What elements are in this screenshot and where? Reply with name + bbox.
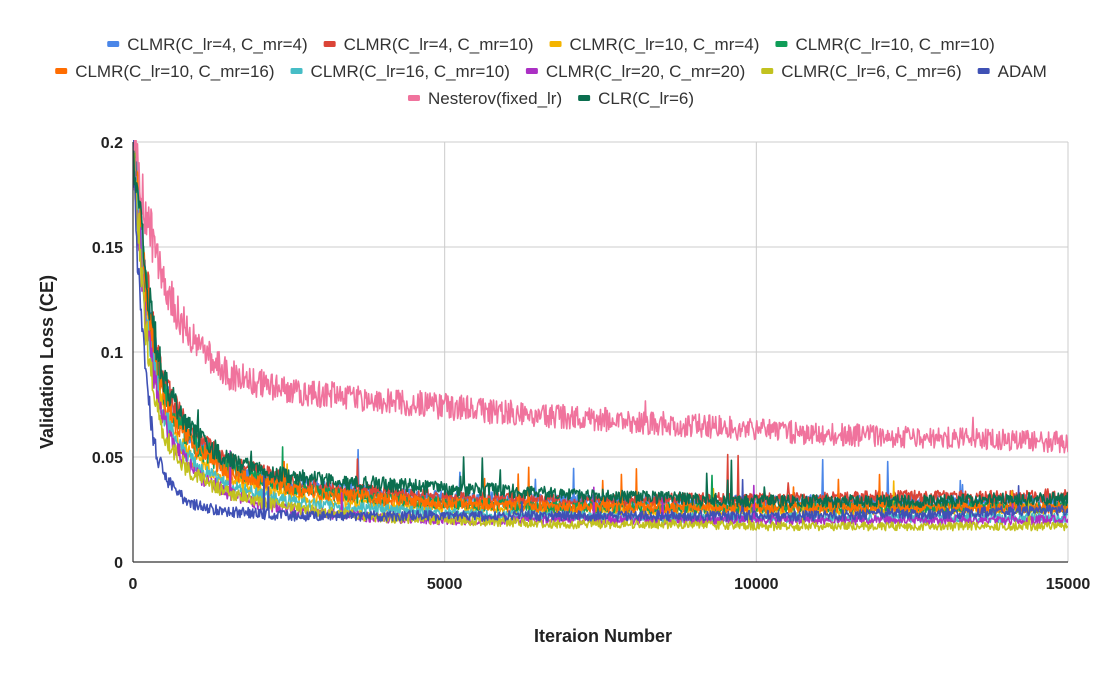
y-axis-title: Validation Loss (CE) [37, 275, 57, 449]
y-tick-label: 0.1 [101, 345, 123, 362]
legend-label: Nesterov(fixed_lr) [428, 89, 562, 108]
y-tick-label: 0.2 [101, 135, 123, 152]
legend-swatch [549, 41, 562, 47]
series-line-5 [133, 140, 1068, 515]
legend-swatch [525, 68, 538, 74]
legend-label: CLMR(C_lr=10, C_mr=4) [570, 35, 760, 54]
legend-swatch [55, 68, 68, 74]
y-tick-label: 0.15 [92, 240, 123, 257]
y-tick-label: 0 [114, 555, 123, 572]
series-line-6 [133, 140, 1068, 524]
legend-label: CLMR(C_lr=4, C_mr=10) [344, 35, 534, 54]
legend-label: ADAM [998, 62, 1047, 81]
x-tick-label: 10000 [734, 576, 779, 593]
legend-label: CLMR(C_lr=10, C_mr=16) [75, 62, 274, 81]
x-axis-title: Iteraion Number [534, 626, 672, 646]
legend: CLMR(C_lr=4, C_mr=4) CLMR(C_lr=4, C_mr=10… [55, 35, 1047, 108]
legend-label: CLR(C_lr=6) [598, 89, 694, 108]
series-line-2 [133, 140, 1068, 508]
series-line-8 [133, 140, 1068, 532]
x-tick-label: 15000 [1046, 576, 1091, 593]
series-line-4 [133, 140, 1068, 515]
legend-swatch [407, 95, 420, 101]
legend-swatch [290, 68, 303, 74]
legend-swatch [761, 68, 774, 74]
legend-label: CLMR(C_lr=10, C_mr=10) [795, 35, 994, 54]
axes: 0 0.05 0.1 0.15 0.2 0 5000 10000 15000 [92, 135, 1090, 593]
series-line-1 [133, 145, 1068, 509]
legend-label: CLMR(C_lr=16, C_mr=10) [311, 62, 510, 81]
series-layer [133, 140, 1068, 532]
x-tick-label: 0 [129, 576, 138, 593]
y-tick-label: 0.05 [92, 450, 123, 467]
legend-label: CLMR(C_lr=4, C_mr=4) [127, 35, 307, 54]
legend-label: CLMR(C_lr=20, C_mr=20) [546, 62, 745, 81]
legend-label: CLMR(C_lr=6, C_mr=6) [781, 62, 961, 81]
series-line-9 [133, 140, 1068, 522]
x-tick-label: 5000 [427, 576, 463, 593]
legend-swatch [775, 41, 788, 47]
series-line-10 [133, 140, 1068, 454]
legend-swatch [977, 68, 990, 74]
legend-swatch [107, 41, 120, 47]
legend-swatch [323, 41, 336, 47]
series-line-11 [133, 150, 1068, 509]
series-line-7 [133, 140, 1068, 526]
legend-swatch [578, 95, 591, 101]
